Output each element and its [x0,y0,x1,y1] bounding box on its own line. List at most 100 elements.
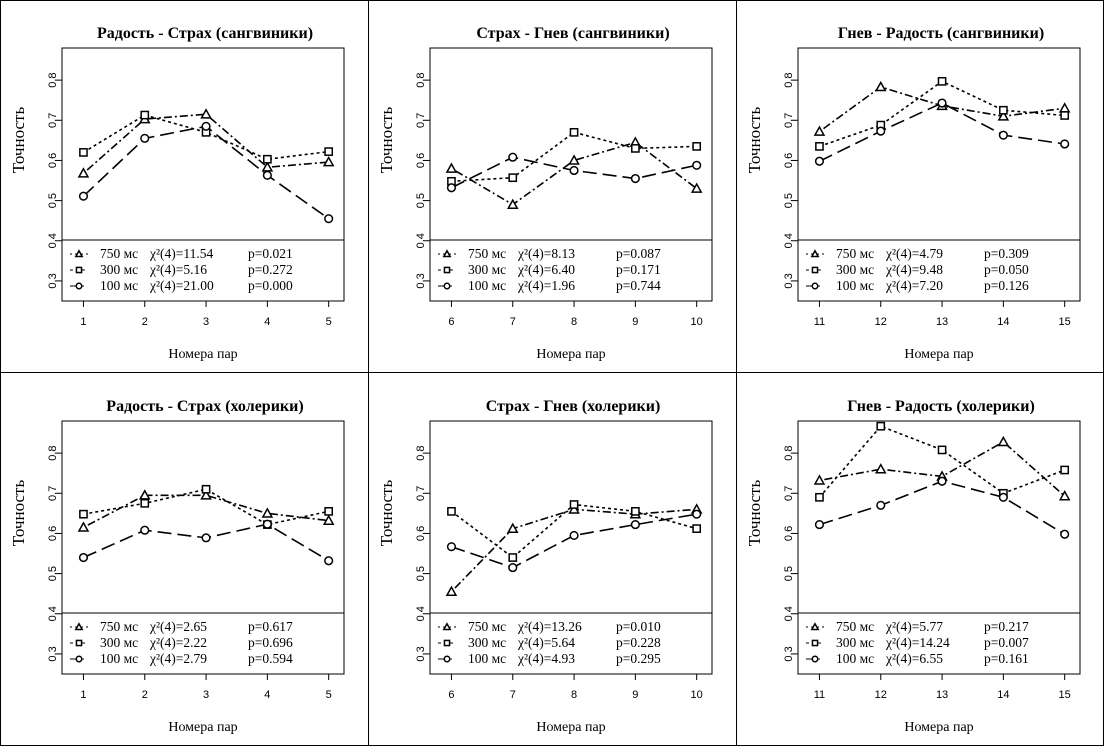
data-point-100 [446,542,457,552]
data-point-300 [631,507,640,516]
legend-p: p=0.007 [984,635,1029,650]
legend-label: 300 мс [468,635,506,650]
y-tick-label: 0.7 [783,113,795,128]
chart-panel-3: Гнев - Радость (сангвиники) 0.3 0.4 0.5 0.6 0… [745,25,1081,362]
data-point-300 [569,500,579,509]
y-tick-label: 0.7 [415,486,427,501]
data-point-100 [937,476,947,486]
data-point-300 [447,507,456,516]
x-tick-label: 6 [448,689,454,701]
y-tick-label: 0.3 [47,646,59,661]
x-tick-label: 2 [142,689,148,701]
x-tick-label: 14 [997,689,1009,701]
data-point-100 [630,520,640,530]
legend-chi: χ²(4)=5.77 [885,619,943,634]
chart-panel-2: Страх - Гнев (сангвиники) 0.3 0.4 0.5 0.6 0.7… [377,25,713,362]
data-point-100 [876,126,886,136]
x-tick-label: 4 [264,316,270,328]
data-point-750 [138,489,151,500]
data-point-300 [140,110,150,120]
x-tick-label: 15 [1059,689,1071,701]
data-point-100 [692,509,702,519]
x-tick-label: 11 [814,689,825,701]
data-point-750 [506,198,519,209]
y-tick-label: 0.7 [783,486,795,501]
chart-panel-1: Радость - Страх (сангвиники) 0.3 0.4 0.5 0.6… [9,25,345,362]
data-point-100 [692,160,702,170]
legend-p: p=0.617 [248,619,293,634]
legend-chi: χ²(4)=8.13 [517,246,575,261]
y-tick-label: 0.5 [415,566,427,581]
x-axis-label: Номера пар [536,347,605,362]
series-line-300 [818,425,1065,498]
data-point-750 [445,585,458,597]
data-point-100 [937,98,947,108]
legend-marker [443,282,451,290]
legend-p: p=0.050 [984,262,1029,277]
legend-label: 300 мс [468,262,506,277]
data-point-750 [200,108,212,119]
legend-chi: χ²(4)=13.26 [517,619,582,634]
x-axis-label: Номера пар [168,347,237,362]
legend-label: 750 мс [100,619,138,634]
y-tick-label: 0.4 [47,606,59,621]
data-point-300 [263,154,272,164]
legend-marker [811,639,819,647]
data-point-100 [324,214,334,224]
plot-area [61,47,345,302]
y-axis-label: Точность [745,107,764,174]
data-point-300 [508,173,518,183]
data-point-100 [998,130,1008,140]
x-tick-label: 12 [875,689,887,701]
chart-title: Страх - Гнев (сангвиники) [476,25,669,42]
data-point-750 [1058,102,1071,113]
x-tick-label: 9 [632,316,638,328]
legend-marker [443,655,451,663]
x-tick-label: 10 [691,689,703,701]
data-point-300 [692,142,702,151]
legend-label: 300 мс [100,635,138,650]
legend-label: 750 мс [468,246,506,261]
legend-label: 750 мс [100,246,138,261]
data-point-300 [324,147,334,156]
data-point-100 [262,519,272,529]
x-tick-label: 3 [203,316,209,328]
legend-marker [443,266,451,274]
plot-area [797,420,1081,675]
y-tick-label: 0.8 [783,72,795,87]
y-tick-label: 0.6 [783,526,795,541]
legend-p: p=0.021 [248,246,293,261]
data-point-100 [814,520,825,530]
series-line-100 [451,513,697,569]
y-tick-label: 0.8 [47,445,59,460]
data-point-750 [445,162,458,173]
x-tick-label: 10 [691,316,703,328]
x-axis-label: Номера пар [904,720,973,735]
chart-title: Гнев - Радость (сангвиники) [838,25,1044,42]
data-point-300 [815,492,824,502]
y-tick-label: 0.6 [415,526,427,541]
legend-marker [811,282,819,290]
legend-p: p=0.228 [616,635,661,650]
data-point-100 [324,556,334,566]
data-point-100 [998,492,1008,502]
series-line-750 [82,113,329,174]
chart-panel-5: Страх - Гнев (холерики) 0.3 0.4 0.5 0.6 0.7 0.… [377,398,713,735]
legend-chi: χ²(4)=5.64 [517,635,575,650]
legend-chi: χ²(4)=1.96 [517,278,575,293]
legend-label: 750 мс [836,619,874,634]
x-tick-label: 6 [448,316,454,328]
legend-label: 100 мс [468,278,506,293]
y-tick-label: 0.3 [783,273,795,288]
y-tick-label: 0.4 [47,233,59,248]
y-axis-label: Точность [9,107,28,174]
data-point-100 [508,563,518,573]
data-point-300 [79,509,88,519]
series-line-750 [450,508,697,593]
x-tick-label: 15 [1059,316,1071,328]
legend-marker [442,249,452,258]
x-tick-label: 14 [997,316,1009,328]
data-point-300 [631,144,640,153]
legend-chi: χ²(4)=2.22 [149,635,207,650]
data-point-300 [692,524,702,533]
